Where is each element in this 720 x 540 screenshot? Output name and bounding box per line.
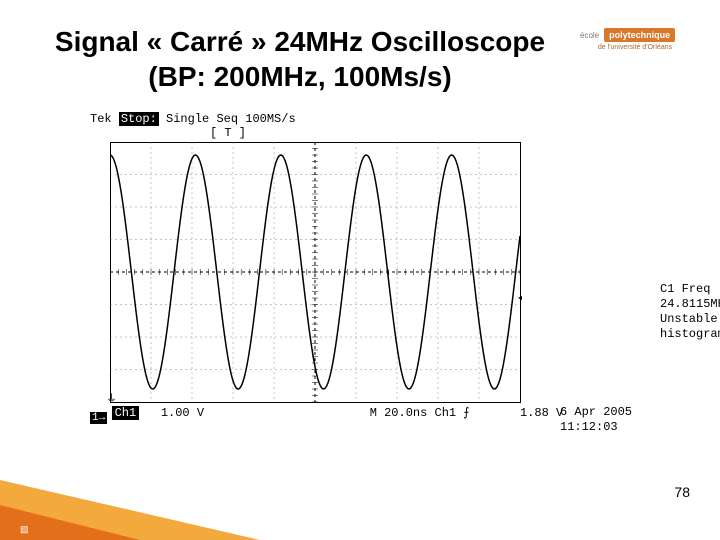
corner-decoration: ▧ <box>0 460 260 540</box>
logo: école polytechnique de l'université d'Or… <box>580 28 690 51</box>
footer-ch1-badge: Ch1 <box>112 406 140 420</box>
meas-line: histogram <box>660 327 720 342</box>
meas-line: 24.8115MHz <box>660 297 720 312</box>
footer-time: 11:12:03 <box>560 420 632 435</box>
logo-poly-text: polytechnique <box>604 28 675 42</box>
scope-header: Tek Stop: Single Seq 100MS/s <box>90 112 630 126</box>
logo-subtitle: de l'université d'Orléans <box>580 44 690 51</box>
svg-text:▧: ▧ <box>20 524 29 534</box>
footer-timebase: M 20.0ns Ch1 ⨍ <box>370 406 470 420</box>
slide-title: Signal « Carré » 24MHz Oscilloscope (BP:… <box>30 24 570 94</box>
footer-trigger: 1.88 V <box>520 406 563 420</box>
oscilloscope-capture: Tek Stop: Single Seq 100MS/s [ T ] C1 Fr… <box>90 112 630 442</box>
scope-measurement-panel: C1 Freq 24.8115MHz Unstable histogram <box>660 282 720 342</box>
scope-footer-datetime: 6 Apr 2005 11:12:03 <box>560 405 632 435</box>
page-number: 78 <box>674 484 690 500</box>
scope-grid <box>110 142 522 404</box>
meas-line: Unstable <box>660 312 720 327</box>
logo-school-text: école <box>580 31 599 40</box>
scope-stop-badge: Stop: <box>119 112 159 126</box>
footer-ch1-value: 1.00 V <box>161 406 204 420</box>
scope-header-suffix: Single Seq 100MS/s <box>159 112 296 126</box>
scope-header-prefix: Tek <box>90 112 119 126</box>
scope-trigger-marks: [ T ] <box>210 126 630 140</box>
ground-marker-icon: ⏚ <box>106 390 117 406</box>
footer-date: 6 Apr 2005 <box>560 405 632 420</box>
meas-line: C1 Freq <box>660 282 720 297</box>
